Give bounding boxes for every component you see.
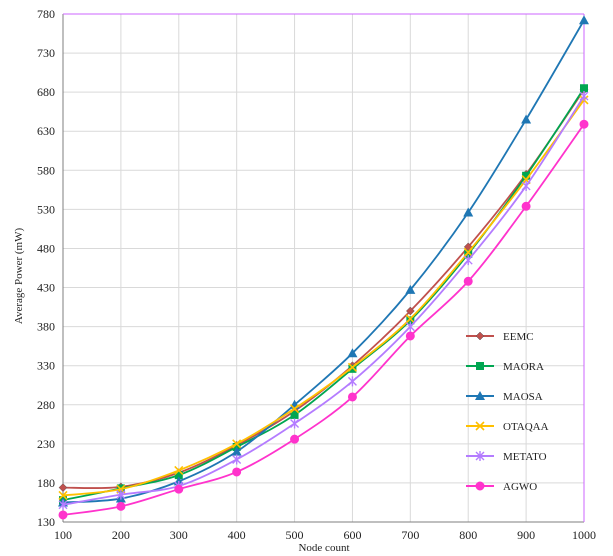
legend-label: MAORA bbox=[503, 361, 544, 373]
y-tick-label: 630 bbox=[37, 124, 55, 138]
x-tick-label: 800 bbox=[459, 528, 477, 542]
legend-marker bbox=[475, 331, 485, 341]
series-metato bbox=[58, 91, 589, 510]
x-tick-label: 700 bbox=[401, 528, 419, 542]
data-point bbox=[463, 247, 473, 257]
legend-marker bbox=[475, 451, 485, 461]
data-point bbox=[290, 434, 300, 444]
data-point bbox=[232, 454, 242, 465]
series-line bbox=[62, 95, 585, 506]
y-axis-title: Average Power (mW) bbox=[13, 228, 25, 325]
series-line bbox=[62, 99, 585, 497]
data-point bbox=[290, 410, 299, 419]
series bbox=[58, 15, 589, 520]
legend-marker bbox=[476, 362, 484, 370]
grid bbox=[62, 13, 585, 523]
data-point bbox=[231, 446, 242, 456]
axes: Node count Average Power (mW) 130 180 230 2… bbox=[13, 7, 596, 554]
data-point bbox=[405, 331, 415, 341]
legend-item-maosa: MAOSA bbox=[466, 391, 543, 403]
y-tick-label: 680 bbox=[37, 85, 55, 99]
data-point bbox=[58, 490, 68, 500]
data-point bbox=[116, 489, 126, 500]
data-point bbox=[348, 364, 357, 373]
data-point bbox=[463, 276, 473, 286]
legend-item-agwo: AGWO bbox=[466, 481, 537, 493]
series-line bbox=[62, 87, 585, 501]
data-point bbox=[116, 501, 126, 511]
x-tick-label: 300 bbox=[170, 528, 188, 542]
x-axis-title: Node count bbox=[298, 542, 349, 554]
legend-item-maora: MAORA bbox=[466, 361, 544, 373]
legend-marker bbox=[475, 481, 485, 491]
data-point bbox=[289, 404, 300, 414]
legend-label: METATO bbox=[503, 451, 547, 463]
data-point bbox=[347, 392, 357, 402]
x-tick-label: 900 bbox=[517, 528, 535, 542]
x-tick-label: 600 bbox=[343, 528, 361, 542]
y-tick-label: 230 bbox=[37, 437, 55, 451]
y-tick-label: 580 bbox=[37, 163, 55, 177]
data-point bbox=[405, 321, 415, 332]
data-point bbox=[405, 284, 416, 294]
x-tick-label: 1000 bbox=[572, 528, 596, 542]
y-tick-label: 280 bbox=[37, 398, 55, 412]
data-point bbox=[522, 171, 531, 180]
data-point bbox=[347, 376, 357, 387]
y-tick-label: 330 bbox=[37, 359, 55, 373]
data-point bbox=[464, 249, 473, 258]
data-point bbox=[174, 471, 183, 480]
x-tick-label: 400 bbox=[228, 528, 246, 542]
data-point bbox=[463, 255, 473, 266]
data-point bbox=[58, 510, 68, 520]
legend-label: AGWO bbox=[503, 481, 537, 493]
legend: EEMC MAORA MAOSA OTAQAA METATO AGWO bbox=[466, 331, 549, 493]
data-point bbox=[174, 465, 184, 475]
data-point bbox=[521, 180, 531, 191]
legend-item-eemc: EEMC bbox=[466, 331, 534, 343]
legend-label: OTAQAA bbox=[503, 421, 549, 433]
y-tick-label: 380 bbox=[37, 320, 55, 334]
x-tick-label: 500 bbox=[286, 528, 304, 542]
data-point bbox=[405, 314, 415, 324]
data-point bbox=[174, 484, 184, 494]
y-tick-label: 180 bbox=[37, 476, 55, 490]
data-point bbox=[58, 499, 68, 510]
y-tick-label: 780 bbox=[37, 7, 55, 21]
legend-marker bbox=[475, 421, 485, 431]
data-point bbox=[232, 439, 242, 449]
data-point bbox=[290, 418, 300, 429]
data-point bbox=[58, 483, 68, 492]
data-point bbox=[521, 114, 532, 124]
data-point bbox=[406, 316, 415, 325]
y-tick-label: 730 bbox=[37, 46, 55, 60]
legend-label: MAOSA bbox=[503, 391, 543, 403]
series-line bbox=[62, 123, 585, 516]
y-tick-label: 430 bbox=[37, 281, 55, 295]
data-point bbox=[347, 348, 358, 358]
series-otaqaa bbox=[58, 95, 589, 500]
legend-label: EEMC bbox=[503, 331, 534, 343]
data-point bbox=[232, 467, 242, 477]
y-tick-label: 480 bbox=[37, 241, 55, 255]
x-tick-label: 200 bbox=[112, 528, 130, 542]
data-point bbox=[405, 306, 415, 316]
legend-marker bbox=[475, 391, 485, 400]
data-point bbox=[579, 15, 589, 25]
data-point bbox=[347, 362, 358, 372]
x-tick-label: 100 bbox=[54, 528, 72, 542]
y-tick-label: 130 bbox=[37, 515, 55, 529]
series-agwo bbox=[58, 119, 589, 520]
data-point bbox=[579, 119, 589, 129]
data-point bbox=[521, 201, 531, 211]
data-point bbox=[579, 91, 589, 102]
data-point bbox=[463, 207, 474, 217]
y-tick-label: 530 bbox=[37, 202, 55, 216]
legend-item-metato: METATO bbox=[466, 451, 547, 463]
data-point bbox=[580, 84, 588, 93]
legend-item-otaqaa: OTAQAA bbox=[466, 421, 549, 433]
